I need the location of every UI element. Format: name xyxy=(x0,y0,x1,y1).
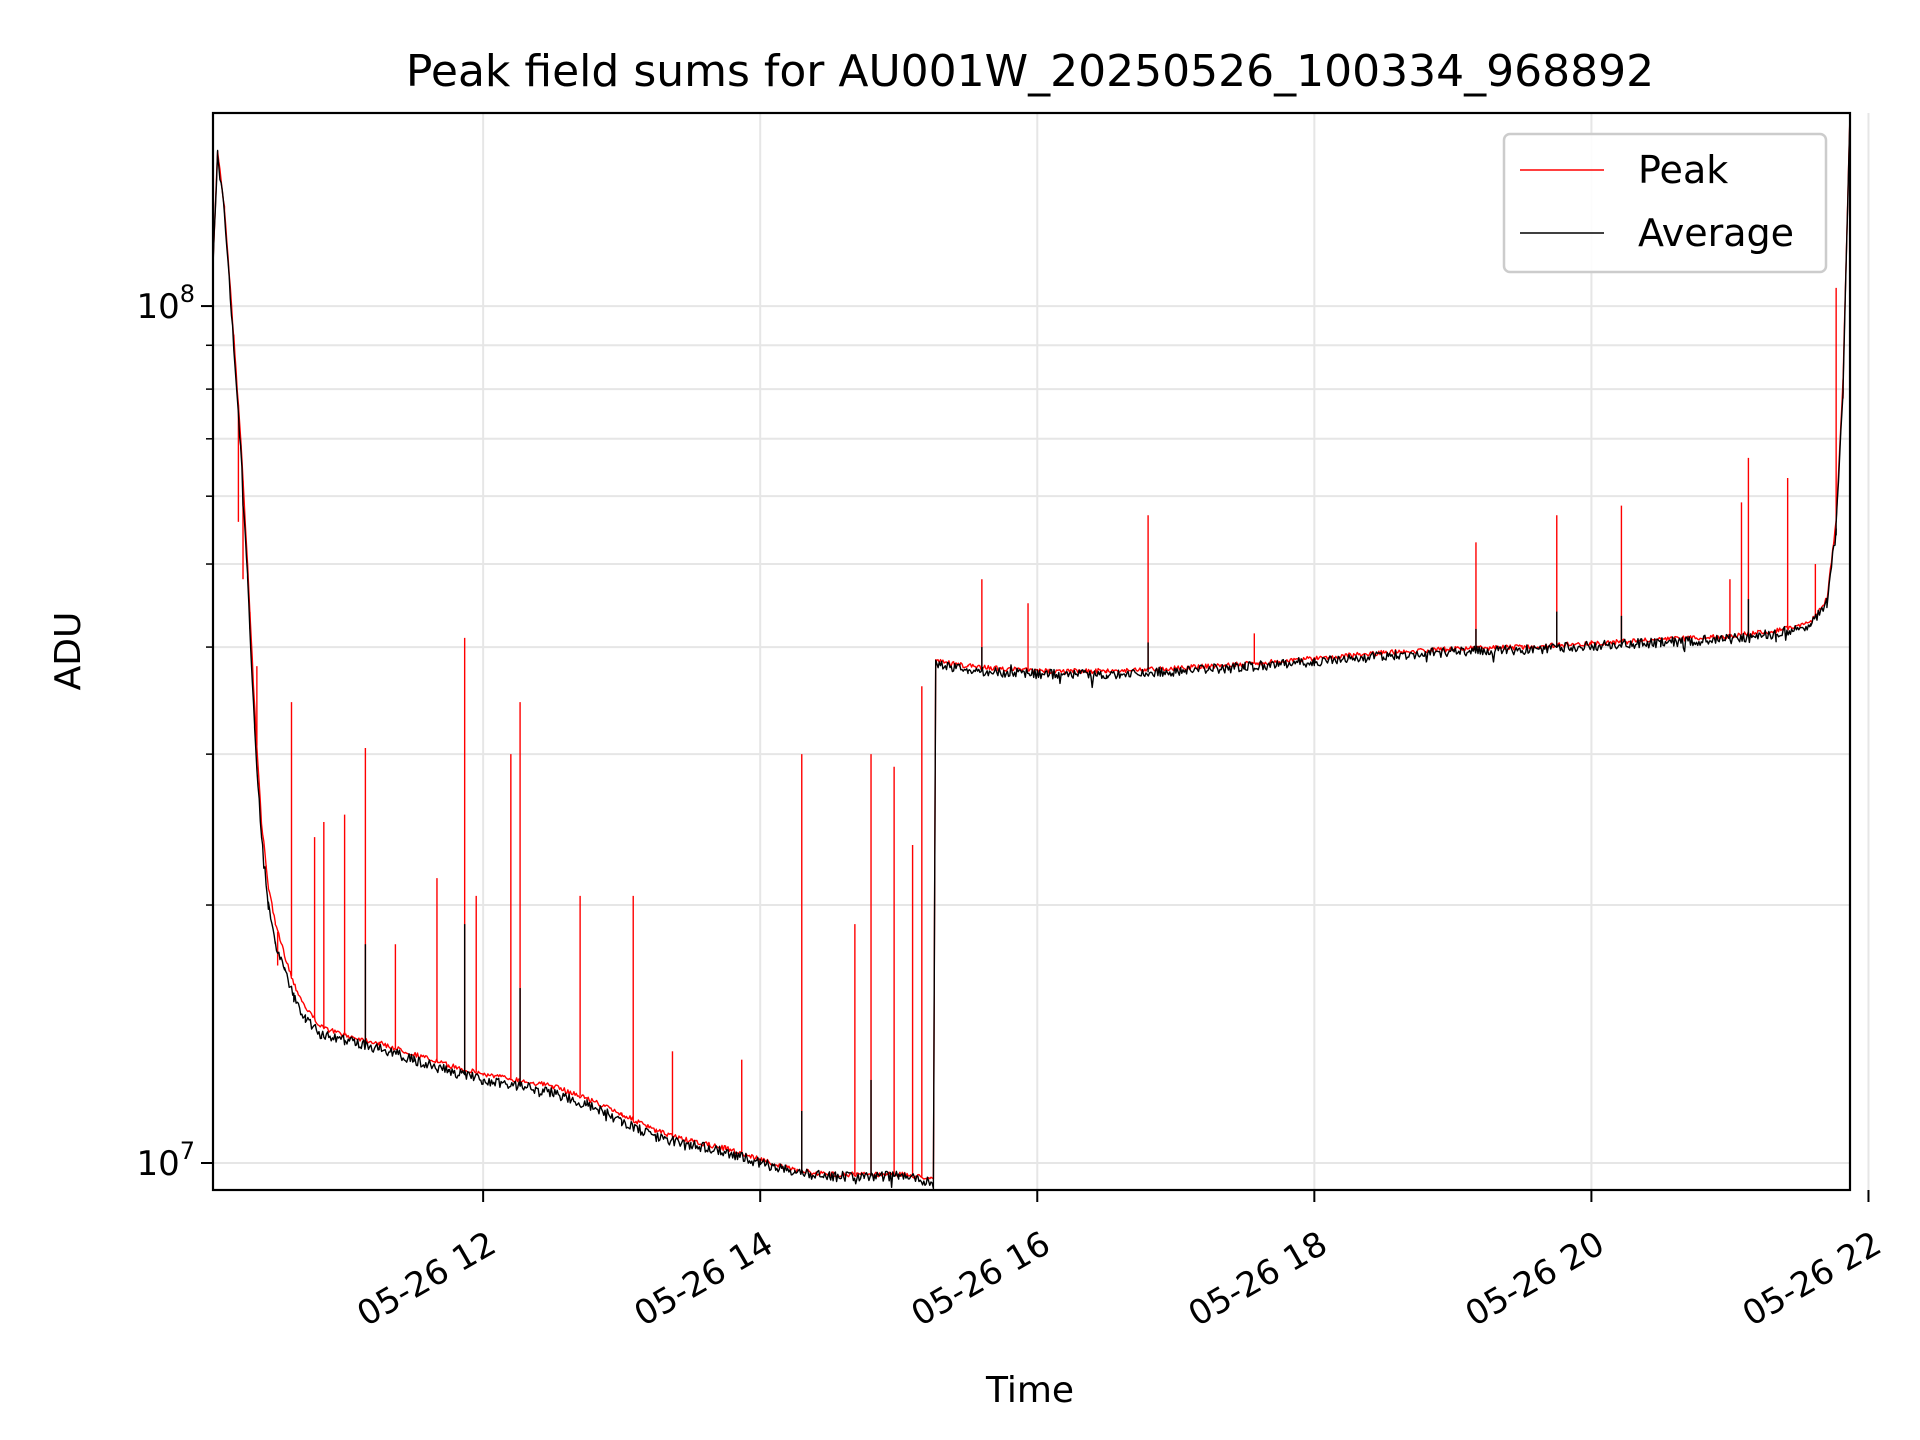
x-axis-label: Time xyxy=(985,1370,1074,1411)
series-average xyxy=(212,115,1851,1190)
series-line-peak xyxy=(212,112,1851,1181)
grid xyxy=(213,113,1870,1190)
series-line-average xyxy=(212,115,1851,1190)
legend-box xyxy=(1502,132,1828,274)
y-tick-label: 108 xyxy=(136,280,195,327)
y-tick-label: 107 xyxy=(136,1137,195,1184)
legend-label-peak: Peak xyxy=(1638,148,1728,192)
y-axis-label: ADU xyxy=(48,612,89,691)
series-group xyxy=(212,112,1851,1190)
legend-label-average: Average xyxy=(1638,211,1794,255)
chart-title: Peak field sums for AU001W_20250526_1003… xyxy=(406,46,1654,97)
legend: Peak Average xyxy=(1502,132,1828,274)
plot-frame xyxy=(211,111,1852,1192)
